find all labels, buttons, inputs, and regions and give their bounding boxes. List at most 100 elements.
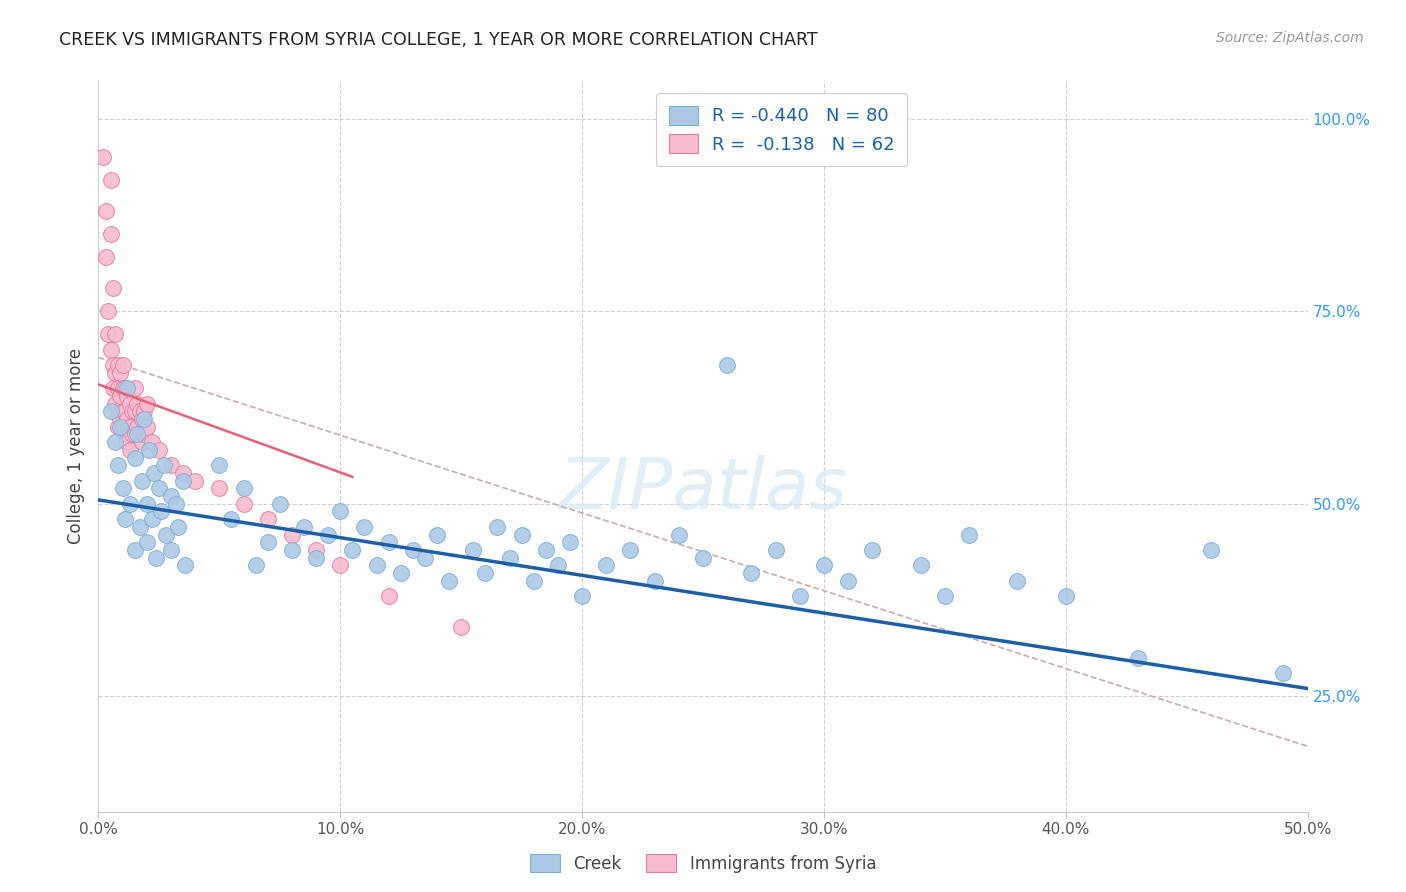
- Point: [510, 527, 533, 541]
- Point: [716, 358, 738, 372]
- Point: [402, 543, 425, 558]
- Point: [94, 251, 117, 265]
- Point: [141, 512, 163, 526]
- Point: [124, 427, 146, 442]
- Text: ZIPatlas: ZIPatlas: [558, 456, 848, 524]
- Point: [1007, 574, 1029, 588]
- Point: [104, 435, 127, 450]
- Point: [342, 543, 364, 558]
- Point: [305, 543, 328, 558]
- Point: [174, 558, 197, 573]
- Point: [789, 589, 811, 603]
- Point: [117, 389, 139, 403]
- Point: [413, 550, 436, 565]
- Point: [232, 481, 254, 495]
- Point: [124, 404, 146, 418]
- Point: [108, 389, 131, 403]
- Point: [208, 458, 231, 473]
- Legend: Creek, Immigrants from Syria: Creek, Immigrants from Syria: [523, 847, 883, 880]
- Point: [117, 381, 139, 395]
- Point: [141, 435, 163, 450]
- Point: [547, 558, 569, 573]
- Point: [101, 381, 124, 395]
- Point: [167, 520, 190, 534]
- Point: [135, 419, 157, 434]
- Point: [329, 558, 352, 573]
- Point: [1128, 650, 1150, 665]
- Point: [101, 358, 124, 372]
- Point: [97, 304, 120, 318]
- Point: [107, 419, 129, 434]
- Point: [860, 543, 883, 558]
- Point: [426, 527, 449, 541]
- Point: [108, 419, 131, 434]
- Point: [100, 404, 122, 418]
- Point: [128, 427, 150, 442]
- Point: [152, 458, 174, 473]
- Point: [316, 527, 339, 541]
- Point: [100, 173, 122, 187]
- Point: [1054, 589, 1077, 603]
- Point: [957, 527, 980, 541]
- Point: [111, 358, 134, 372]
- Point: [118, 397, 141, 411]
- Point: [111, 404, 134, 418]
- Point: [765, 543, 787, 558]
- Point: [221, 512, 243, 526]
- Point: [1199, 543, 1222, 558]
- Point: [474, 566, 496, 580]
- Point: [269, 497, 291, 511]
- Point: [114, 381, 136, 395]
- Point: [108, 366, 131, 380]
- Point: [127, 397, 149, 411]
- Point: [111, 419, 134, 434]
- Point: [118, 419, 141, 434]
- Point: [107, 458, 129, 473]
- Point: [104, 327, 127, 342]
- Point: [668, 527, 690, 541]
- Point: [111, 381, 134, 395]
- Point: [377, 535, 399, 549]
- Point: [104, 366, 127, 380]
- Point: [463, 543, 485, 558]
- Point: [450, 620, 472, 634]
- Point: [108, 412, 131, 426]
- Point: [305, 550, 328, 565]
- Point: [121, 427, 143, 442]
- Point: [148, 442, 170, 457]
- Point: [245, 558, 267, 573]
- Point: [135, 397, 157, 411]
- Point: [107, 358, 129, 372]
- Point: [138, 442, 160, 457]
- Point: [534, 543, 557, 558]
- Point: [498, 550, 520, 565]
- Point: [377, 589, 399, 603]
- Point: [131, 474, 153, 488]
- Point: [121, 404, 143, 418]
- Point: [94, 204, 117, 219]
- Point: [131, 435, 153, 450]
- Point: [100, 227, 122, 242]
- Point: [329, 504, 352, 518]
- Point: [101, 281, 124, 295]
- Point: [104, 397, 127, 411]
- Point: [165, 497, 187, 511]
- Point: [134, 412, 156, 426]
- Point: [281, 543, 304, 558]
- Point: [208, 481, 231, 495]
- Point: [232, 497, 254, 511]
- Point: [353, 520, 375, 534]
- Point: [558, 535, 581, 549]
- Point: [107, 404, 129, 418]
- Point: [595, 558, 617, 573]
- Point: [256, 512, 278, 526]
- Text: CREEK VS IMMIGRANTS FROM SYRIA COLLEGE, 1 YEAR OR MORE CORRELATION CHART: CREEK VS IMMIGRANTS FROM SYRIA COLLEGE, …: [59, 31, 818, 49]
- Point: [172, 466, 194, 480]
- Point: [128, 404, 150, 418]
- Point: [134, 404, 156, 418]
- Point: [837, 574, 859, 588]
- Point: [486, 520, 509, 534]
- Point: [366, 558, 388, 573]
- Point: [100, 343, 122, 357]
- Legend: R = -0.440   N = 80, R =  -0.138   N = 62: R = -0.440 N = 80, R = -0.138 N = 62: [657, 93, 907, 166]
